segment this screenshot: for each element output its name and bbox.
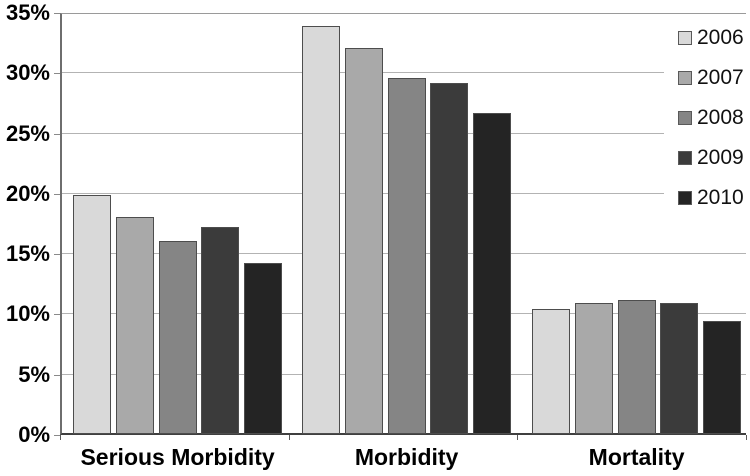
bar-2010-mortality (703, 320, 742, 434)
x-category-label: Morbidity (354, 444, 459, 470)
bar-2007-morbidity (344, 48, 383, 434)
x-category-label: Serious Morbidity (80, 444, 275, 470)
y-tick-label: 15% (5, 241, 50, 267)
bar-2010-morbidity (473, 113, 512, 434)
x-tick-mark (288, 435, 290, 440)
legend-entry-2006: 2006 (678, 18, 744, 58)
y-tick-mark (54, 73, 60, 75)
legend-entry-2009: 2009 (678, 138, 744, 178)
bar-2009-morbidity (430, 83, 469, 434)
legend-swatch-icon (678, 31, 692, 45)
y-tick-label: 10% (5, 301, 50, 327)
legend-swatch-icon (678, 191, 692, 205)
legend-label: 2006 (697, 26, 744, 49)
x-tick-mark (517, 435, 519, 440)
x-tick-mark (746, 435, 747, 440)
y-tick-label: 30% (5, 60, 50, 86)
bar-2010-serious-morbidity (244, 262, 283, 434)
bar-2008-morbidity (387, 78, 426, 434)
y-tick-label: 0% (18, 422, 50, 447)
legend-label: 2007 (697, 66, 744, 89)
y-tick-label: 35% (5, 0, 50, 25)
gridline (62, 72, 746, 74)
bar-2006-serious-morbidity (73, 195, 111, 434)
legend-entry-2010: 2010 (678, 178, 744, 218)
legend-label: 2010 (697, 186, 744, 209)
y-tick-label: 20% (5, 180, 50, 206)
bar-2006-mortality (532, 308, 570, 434)
y-tick-mark (54, 254, 60, 256)
legend-label: 2009 (697, 146, 744, 169)
legend-swatch-icon (678, 151, 692, 165)
legend-label: 2008 (697, 106, 744, 129)
y-tick-mark (54, 314, 60, 316)
y-tick-mark (54, 13, 60, 14)
bar-2008-serious-morbidity (158, 241, 197, 434)
legend-entry-2007: 2007 (678, 58, 744, 98)
bar-2009-mortality (660, 302, 699, 434)
y-tick-label: 5% (18, 361, 50, 387)
bar-2008-mortality (617, 300, 656, 434)
y-tick-mark (54, 133, 60, 135)
y-tick-mark (54, 193, 60, 195)
bar-2007-serious-morbidity (115, 216, 154, 434)
y-tick-mark (54, 435, 60, 436)
y-tick-label: 25% (5, 120, 50, 146)
legend-swatch-icon (678, 71, 692, 85)
legend-entry-2008: 2008 (678, 98, 744, 138)
bar-2007-mortality (574, 302, 613, 434)
plot-area (60, 13, 746, 435)
x-tick-mark (60, 435, 61, 440)
bar-2006-morbidity (302, 26, 340, 434)
legend-swatch-icon (678, 111, 692, 125)
x-category-label: Mortality (588, 444, 685, 470)
bar-2009-serious-morbidity (201, 226, 240, 434)
legend: 2006 2007 2008 2009 2010 (664, 14, 750, 210)
y-tick-mark (54, 374, 60, 376)
